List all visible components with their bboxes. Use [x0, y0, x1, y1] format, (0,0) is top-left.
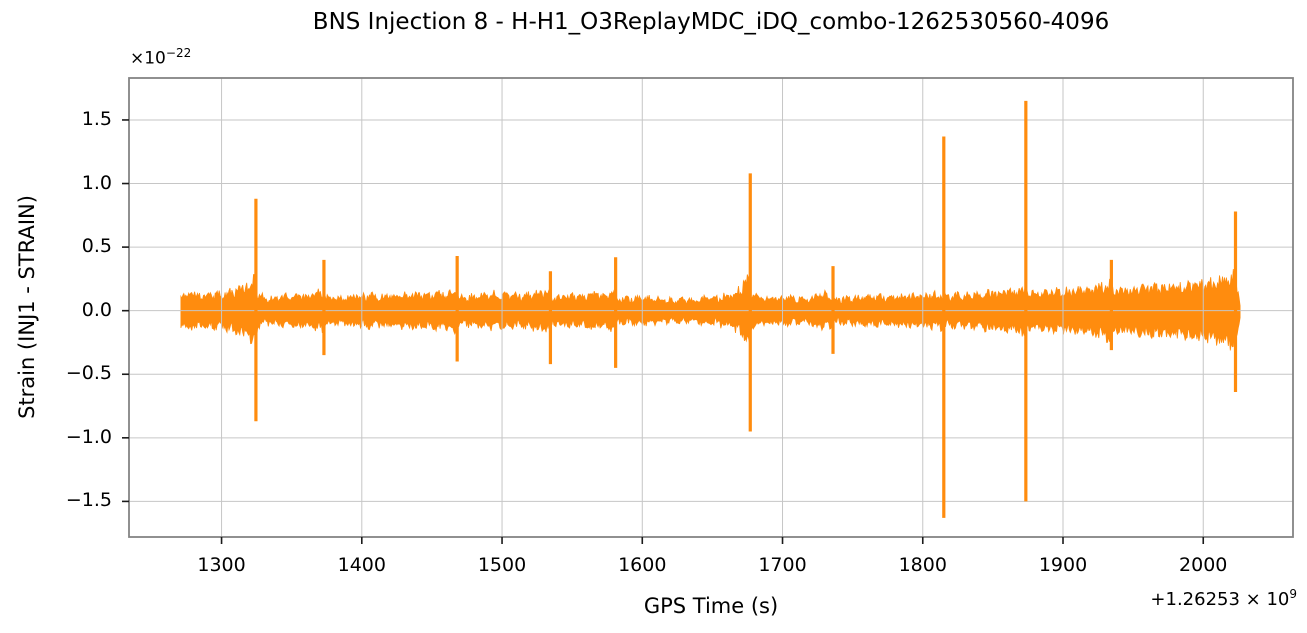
- x-tick-label: 1300: [197, 554, 246, 576]
- x-tick-label: 1600: [618, 554, 667, 576]
- y-tick-label: 0.0: [81, 298, 112, 321]
- y-scale-exponent: −22: [165, 46, 192, 60]
- y-tick-label: −0.5: [65, 362, 112, 385]
- strain-noise-band: [180, 268, 1241, 351]
- y-axis-label: Strain (INJ1 - STRAIN): [15, 195, 39, 419]
- x-tick-label: 1900: [1038, 554, 1088, 576]
- chart-title: BNS Injection 8 - H-H1_O3ReplayMDC_iDQ_c…: [312, 9, 1110, 35]
- y-tick-label: 0.5: [81, 235, 112, 258]
- x-axis-offset: +1.26253 × 109: [1150, 587, 1297, 610]
- x-tick-label: 2000: [1179, 554, 1228, 576]
- axes-spines: [128, 77, 1294, 538]
- x-tick-label: 1700: [758, 554, 807, 576]
- x-offset-exponent: 9: [1289, 587, 1297, 601]
- y-tick-label: 1.0: [81, 171, 112, 194]
- y-tick-label: 1.5: [81, 107, 112, 130]
- y-tick-label: −1.5: [65, 489, 112, 512]
- y-tick-label: −1.0: [65, 425, 112, 448]
- x-axis-label: GPS Time (s): [643, 594, 779, 618]
- x-offset-base: +1.26253 × 10: [1150, 589, 1290, 610]
- x-tick-label: 1500: [477, 554, 527, 576]
- y-axis-scale-factor: ×10−22: [130, 46, 191, 69]
- x-tick-label: 1800: [898, 554, 947, 576]
- y-scale-base: ×10: [130, 48, 166, 69]
- x-tick-label: 1400: [337, 554, 386, 576]
